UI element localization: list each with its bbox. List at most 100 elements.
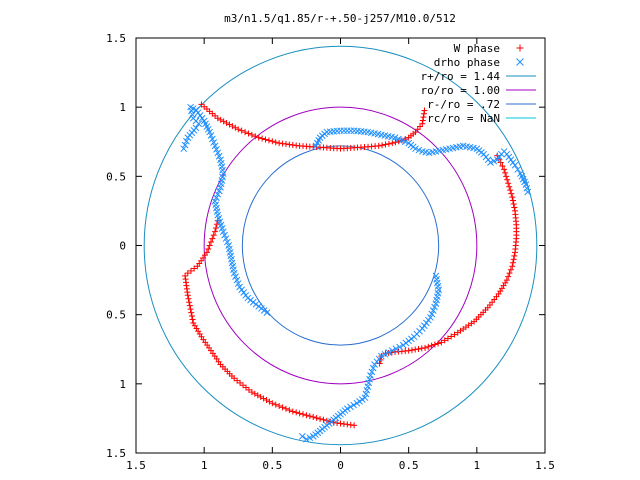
w-phase-point (252, 133, 259, 140)
w-phase-point (260, 395, 267, 402)
y-tick-label: 1.5 (106, 447, 126, 460)
w-phase-point (205, 245, 212, 252)
x-tick-label: 1.5 (126, 459, 146, 472)
drho-phase-point (347, 127, 355, 135)
drho-phase-point (214, 190, 222, 198)
w-phase-point (376, 360, 383, 367)
w-phase-point (509, 259, 516, 266)
w-phase-point (509, 197, 516, 204)
w-phase-point (382, 141, 389, 148)
w-phase-point (441, 337, 448, 344)
w-phase-point (435, 340, 442, 347)
drho-phase-point (240, 289, 248, 296)
y-tick-label: 1 (119, 378, 126, 391)
w-phase-point (251, 390, 258, 397)
w-phase-point (501, 166, 508, 173)
w-phase-point (320, 416, 327, 423)
drho-phase-point (233, 276, 241, 284)
w-phase-point (257, 393, 264, 400)
drho-phase-point (353, 399, 361, 407)
drho-phase-point (263, 309, 271, 316)
drho-phase-point (524, 188, 532, 196)
drho-phase-point (230, 269, 238, 277)
w-phase-point (454, 329, 461, 336)
drho-phase-point (429, 307, 437, 314)
drho-phase-point (392, 345, 400, 353)
w-phase-point (300, 411, 307, 418)
drho-phase-point (222, 235, 230, 242)
w-phase-point (188, 313, 195, 320)
w-phase-point (190, 319, 197, 326)
w-phase-point (186, 299, 193, 306)
w-phase-point (245, 130, 252, 137)
w-phase-point (296, 410, 303, 417)
w-phase-point (512, 249, 519, 256)
w-phase-point (226, 121, 233, 128)
drho-phase-point (198, 114, 206, 122)
drho-phase-point (238, 286, 246, 294)
drho-phase-point (487, 159, 494, 166)
drho-phase-point (221, 231, 228, 239)
data-points (180, 101, 532, 443)
w-phase-point (303, 412, 310, 419)
w-phase-point (276, 402, 283, 409)
drho-phase-point (213, 194, 220, 202)
w-phase-point (448, 333, 455, 340)
drho-phase-point (398, 137, 406, 144)
drho-phase-point (214, 149, 222, 157)
legend-label: drho phase (434, 56, 500, 69)
w-phase-point (206, 242, 213, 249)
w-phase-point (507, 187, 514, 194)
x-tick-label: 0.5 (262, 459, 282, 472)
w-phase-point (379, 142, 386, 149)
drho-phase-point (347, 403, 354, 411)
drho-phase-point (509, 159, 517, 166)
drho-phase-point (412, 145, 419, 153)
w-phase-point (415, 345, 422, 352)
drho-phase-point (427, 314, 434, 321)
drho-phase-point (306, 434, 314, 442)
drho-phase-point (385, 349, 393, 356)
w-phase-point (185, 295, 192, 302)
drho-phase-point (495, 153, 503, 161)
drho-phase-point (309, 433, 317, 440)
y-tick-label: 1.5 (106, 32, 126, 45)
drho-phase-point (196, 112, 204, 119)
drho-phase-point (381, 350, 389, 358)
w-phase-point (263, 397, 270, 404)
w-phase-point (191, 265, 198, 272)
w-phase-point (269, 138, 276, 145)
drho-phase-point (505, 153, 513, 161)
w-phase-point (212, 228, 219, 235)
w-phase-point (420, 114, 427, 121)
w-phase-point (419, 117, 426, 124)
w-phase-point (505, 180, 512, 187)
drho-phase-point (401, 138, 409, 146)
legend-label: ro/ro = 1.00 (421, 84, 500, 97)
w-phase-point (438, 339, 445, 346)
drho-phase-point (490, 157, 498, 165)
drho-phase-point (213, 146, 220, 153)
drho-phase-point (211, 142, 219, 150)
x-tick-label: 1.5 (535, 459, 555, 472)
w-phase-point (266, 398, 273, 405)
w-phase-point (510, 256, 517, 263)
drho-phase-point (396, 343, 403, 351)
drho-phase-point (210, 139, 218, 146)
w-phase-point (508, 190, 515, 197)
drho-phase-point (399, 341, 407, 349)
x-tick-label: 1 (474, 459, 481, 472)
w-phase-point (262, 136, 269, 143)
drho-phase-point (337, 127, 344, 135)
drho-phase-point (428, 310, 436, 318)
w-phase-point (214, 217, 221, 224)
w-phase-point (217, 116, 224, 123)
w-phase-point (238, 127, 245, 134)
w-phase-point (509, 194, 516, 201)
w-phase-point (272, 139, 279, 146)
w-phase-point (385, 140, 392, 147)
x-tick-label: 1 (201, 459, 208, 472)
w-phase-point (265, 137, 272, 144)
